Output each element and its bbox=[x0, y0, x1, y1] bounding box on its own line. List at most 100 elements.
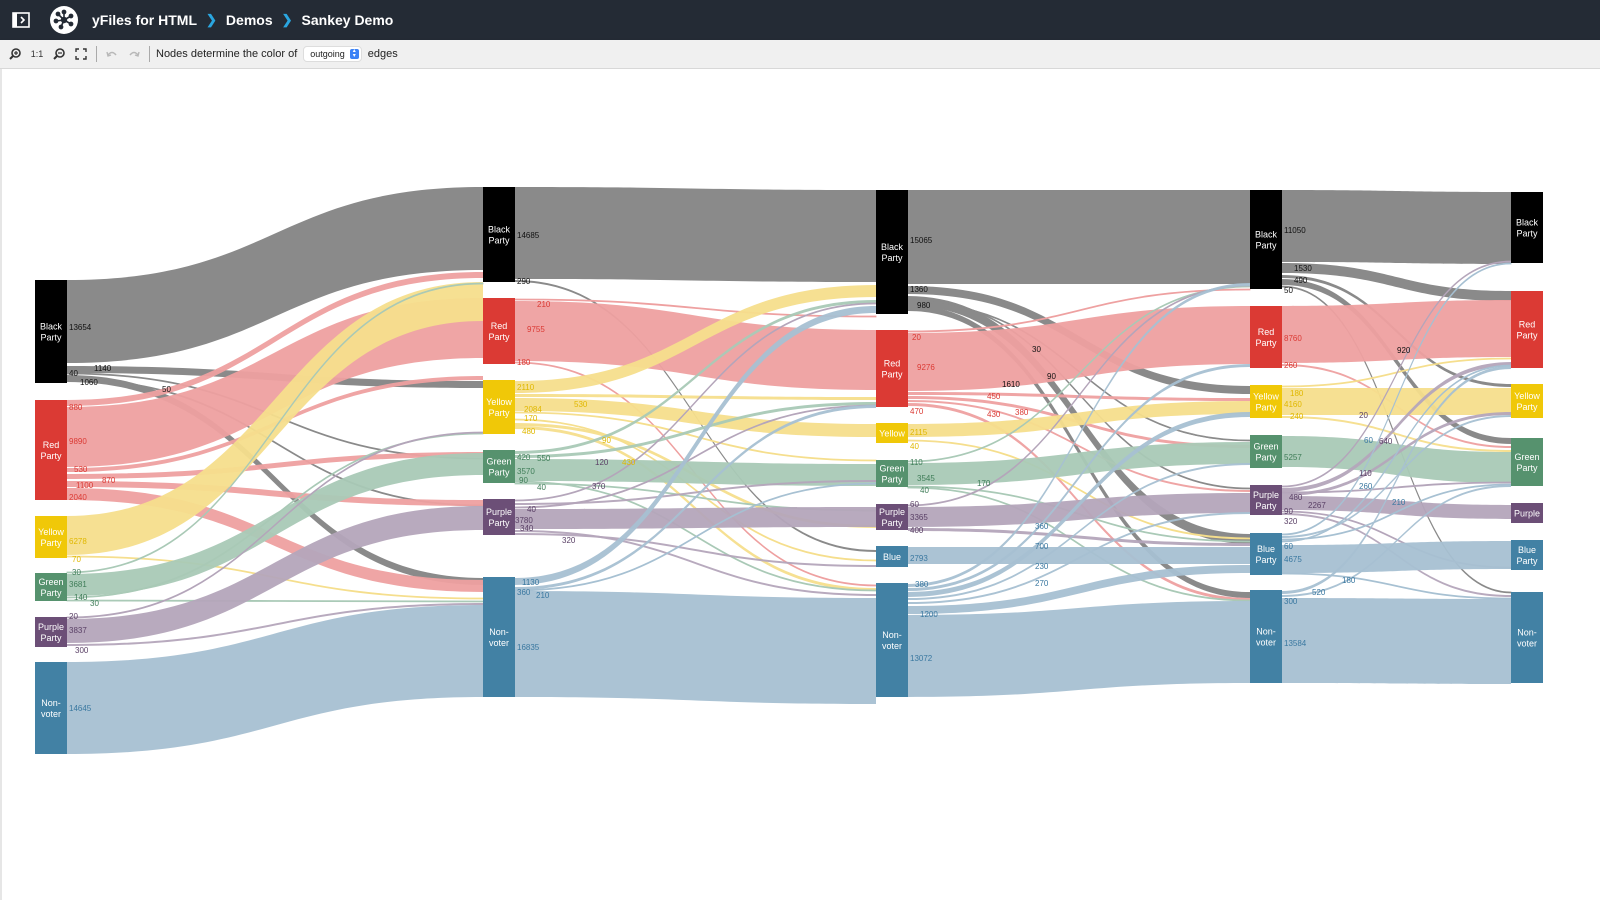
sankey-edge[interactable] bbox=[908, 528, 1250, 546]
sankey-edge[interactable] bbox=[66, 282, 484, 574]
sankey-node-nonvoter[interactable]: Non-voter bbox=[1511, 592, 1543, 683]
yfiles-logo[interactable] bbox=[50, 6, 78, 34]
color-mode-select[interactable]: outgoing ▴ ▾ bbox=[303, 46, 362, 62]
sankey-edge[interactable] bbox=[908, 306, 1250, 391]
sankey-edge[interactable] bbox=[908, 463, 1250, 600]
sankey-diagram[interactable]: 1365411404010605088098905308701100204062… bbox=[2, 69, 1600, 900]
undo-button[interactable] bbox=[104, 46, 120, 62]
sankey-edge[interactable] bbox=[1282, 436, 1511, 483]
sankey-edge[interactable] bbox=[908, 305, 1250, 598]
sidebar-toggle-button[interactable] bbox=[10, 9, 32, 31]
sankey-edge[interactable] bbox=[515, 394, 876, 400]
sankey-node-nonvoter[interactable]: Non-voter bbox=[35, 662, 67, 754]
sankey-edge[interactable] bbox=[908, 493, 1250, 527]
redo-button[interactable] bbox=[126, 46, 142, 62]
sankey-edge[interactable] bbox=[515, 306, 876, 585]
sankey-node-nonvoter[interactable]: Non-voter bbox=[876, 583, 908, 697]
sankey-edge[interactable] bbox=[908, 412, 1250, 597]
sankey-edge[interactable] bbox=[67, 605, 483, 754]
sankey-edge[interactable] bbox=[908, 565, 1250, 614]
sankey-edge[interactable] bbox=[908, 547, 1250, 564]
sankey-edge[interactable] bbox=[908, 190, 1250, 284]
sankey-edge[interactable] bbox=[908, 401, 1250, 437]
fit-content-button[interactable] bbox=[73, 46, 89, 62]
breadcrumb-yfiles[interactable]: yFiles for HTML bbox=[92, 12, 198, 28]
sankey-edge[interactable] bbox=[1282, 366, 1511, 594]
sankey-edge[interactable] bbox=[908, 400, 1250, 492]
sankey-edge[interactable] bbox=[515, 405, 876, 590]
sankey-edge[interactable] bbox=[67, 187, 483, 363]
sankey-edge[interactable] bbox=[1282, 388, 1511, 415]
sankey-edge[interactable] bbox=[1282, 598, 1511, 684]
sankey-edge[interactable] bbox=[515, 285, 876, 393]
zoom-original-button[interactable]: 1:1 bbox=[30, 49, 44, 59]
sankey-edge[interactable] bbox=[67, 488, 483, 592]
sankey-edge[interactable] bbox=[1282, 300, 1511, 363]
sankey-edge[interactable] bbox=[1282, 485, 1511, 597]
sankey-edge[interactable] bbox=[1282, 190, 1511, 264]
sankey-edge[interactable] bbox=[908, 442, 1250, 485]
sankey-edge[interactable] bbox=[515, 300, 876, 454]
sankey-edge[interactable] bbox=[1281, 262, 1512, 536]
sankey-node-yellow[interactable]: Yellow bbox=[876, 423, 908, 443]
sankey-edge[interactable] bbox=[1282, 415, 1511, 538]
sankey-edge[interactable] bbox=[1282, 362, 1511, 492]
sankey-edge[interactable] bbox=[515, 402, 876, 458]
sankey-edge[interactable] bbox=[908, 283, 1250, 587]
sankey-edge[interactable] bbox=[514, 298, 877, 318]
sankey-edge[interactable] bbox=[908, 512, 1250, 604]
sankey-edge[interactable] bbox=[908, 364, 1250, 591]
sankey-edge[interactable] bbox=[1282, 541, 1511, 573]
sankey-edge[interactable] bbox=[67, 452, 483, 479]
breadcrumb-demos[interactable]: Demos bbox=[225, 12, 273, 28]
sankey-edge[interactable] bbox=[515, 507, 876, 529]
sankey-edge[interactable] bbox=[515, 480, 876, 505]
sankey-edge[interactable] bbox=[67, 272, 483, 406]
sankey-node-blue[interactable]: Blue bbox=[876, 546, 908, 567]
graph-canvas[interactable]: 13654 1140 40 1060 50 880 9890 530 870 1100 2040 62… bbox=[0, 69, 1600, 900]
sankey-edge[interactable] bbox=[515, 187, 876, 282]
sankey-edge[interactable] bbox=[907, 288, 1251, 333]
sankey-node-nonvoter[interactable]: Non-voter bbox=[1250, 590, 1282, 683]
sankey-node-purple[interactable]: Purple bbox=[1511, 503, 1543, 523]
sankey-edge[interactable] bbox=[67, 375, 483, 585]
sankey-edge[interactable] bbox=[908, 601, 1250, 697]
sankey-edge[interactable] bbox=[515, 591, 876, 704]
sankey-edge[interactable] bbox=[66, 599, 484, 603]
sankey-edge[interactable] bbox=[1282, 416, 1511, 452]
sankey-edge[interactable] bbox=[515, 530, 876, 596]
sankey-edge[interactable] bbox=[515, 533, 876, 567]
zoom-in-button[interactable] bbox=[7, 46, 23, 62]
sankey-node-nonvoter[interactable]: Non-voter bbox=[483, 577, 515, 697]
sankey-edge[interactable] bbox=[67, 282, 483, 555]
zoom-out-button[interactable] bbox=[51, 46, 67, 62]
sankey-edge[interactable] bbox=[1282, 496, 1511, 519]
sankey-edge[interactable] bbox=[67, 603, 483, 646]
sankey-edge[interactable] bbox=[67, 481, 483, 506]
sankey-edge[interactable] bbox=[1282, 279, 1511, 444]
